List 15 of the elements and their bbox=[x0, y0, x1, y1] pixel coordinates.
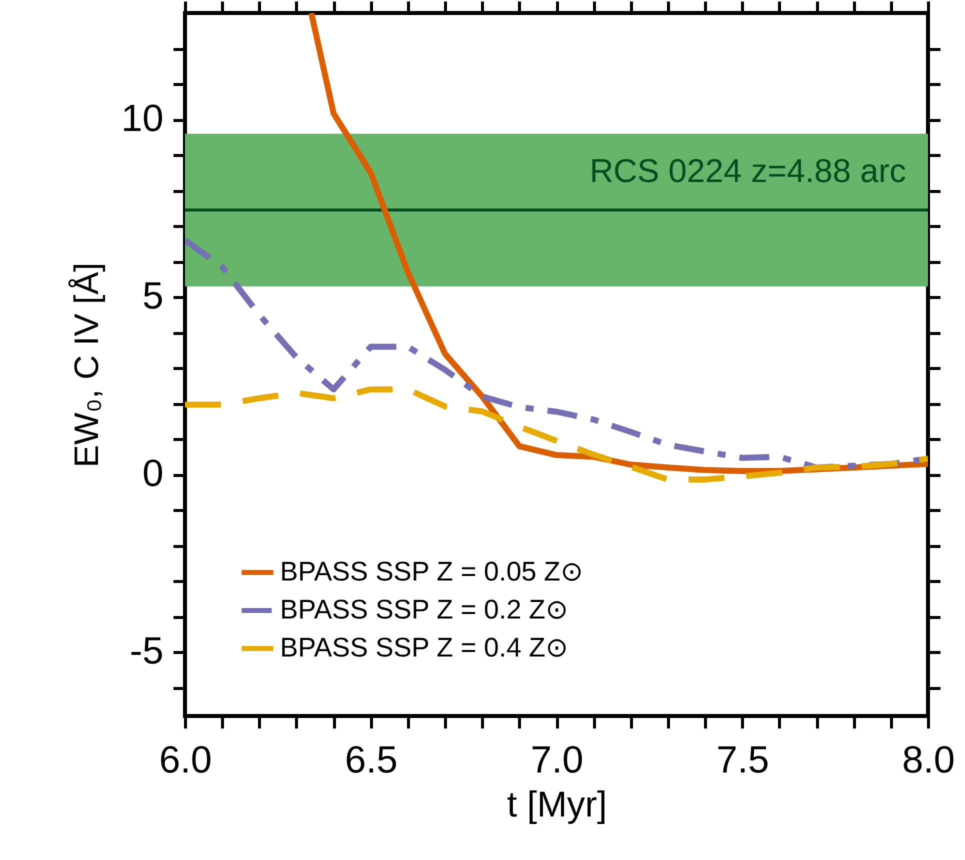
legend-label: BPASS SSP Z = 0.05 Z⊙ bbox=[280, 556, 584, 586]
x-axis-title: t [Myr] bbox=[507, 784, 607, 824]
y-tick-label: -5 bbox=[130, 630, 164, 673]
x-tick-label: 7.0 bbox=[530, 740, 584, 782]
y-tick-label: 5 bbox=[142, 276, 164, 318]
legend-label: BPASS SSP Z = 0.4 Z⊙ bbox=[280, 632, 568, 662]
y-axis-title: EW₀, C IV [Å] bbox=[68, 262, 106, 468]
x-tick-label: 8.0 bbox=[902, 740, 955, 782]
band-label: RCS 0224 z=4.88 arc bbox=[590, 152, 906, 189]
x-tick-label: 6.0 bbox=[159, 740, 212, 782]
y-tick-label: 0 bbox=[142, 453, 164, 496]
x-tick-label: 6.5 bbox=[344, 740, 398, 782]
y-tick-label: 10 bbox=[121, 98, 164, 140]
x-tick-label: 7.5 bbox=[716, 740, 770, 782]
legend-label: BPASS SSP Z = 0.2 Z⊙ bbox=[280, 594, 568, 624]
